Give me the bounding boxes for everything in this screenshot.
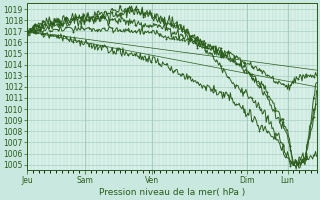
- X-axis label: Pression niveau de la mer( hPa ): Pression niveau de la mer( hPa ): [99, 188, 245, 197]
